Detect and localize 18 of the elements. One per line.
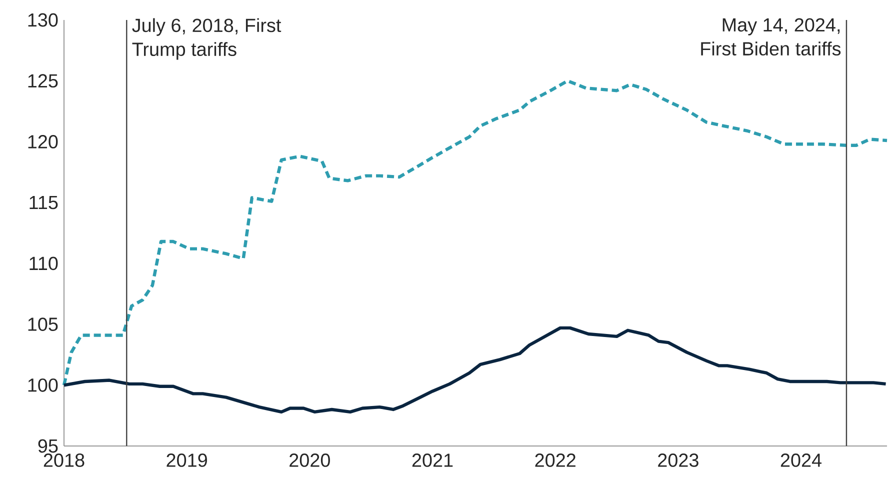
x-tick-label: 2020	[290, 454, 330, 467]
y-tick-label: 120	[28, 135, 58, 148]
x-tick-label: 2018	[44, 454, 84, 467]
y-tick-label: 95	[38, 439, 58, 453]
y-tick-label: 100	[28, 378, 58, 392]
y-tick-label: 105	[28, 318, 58, 331]
line-series	[62, 326, 888, 414]
y-tick-label: 110	[30, 256, 58, 270]
y-tick-label: 115	[30, 196, 58, 210]
ref-line-label: May 14, 2024, First Biden tariffs	[701, 18, 841, 56]
x-tick-label: 2023	[658, 454, 698, 467]
y-tick-label: 125	[28, 74, 58, 88]
x-tick-label: 2019	[166, 454, 207, 467]
x-tick-label: 2022	[535, 454, 576, 467]
x-tick-label: 2024	[780, 454, 822, 467]
ref-line-label: July 6, 2018, First Trump tariffs	[132, 18, 282, 60]
x-tick-label: 2021	[412, 454, 453, 467]
y-tick-label: 130	[28, 13, 58, 27]
